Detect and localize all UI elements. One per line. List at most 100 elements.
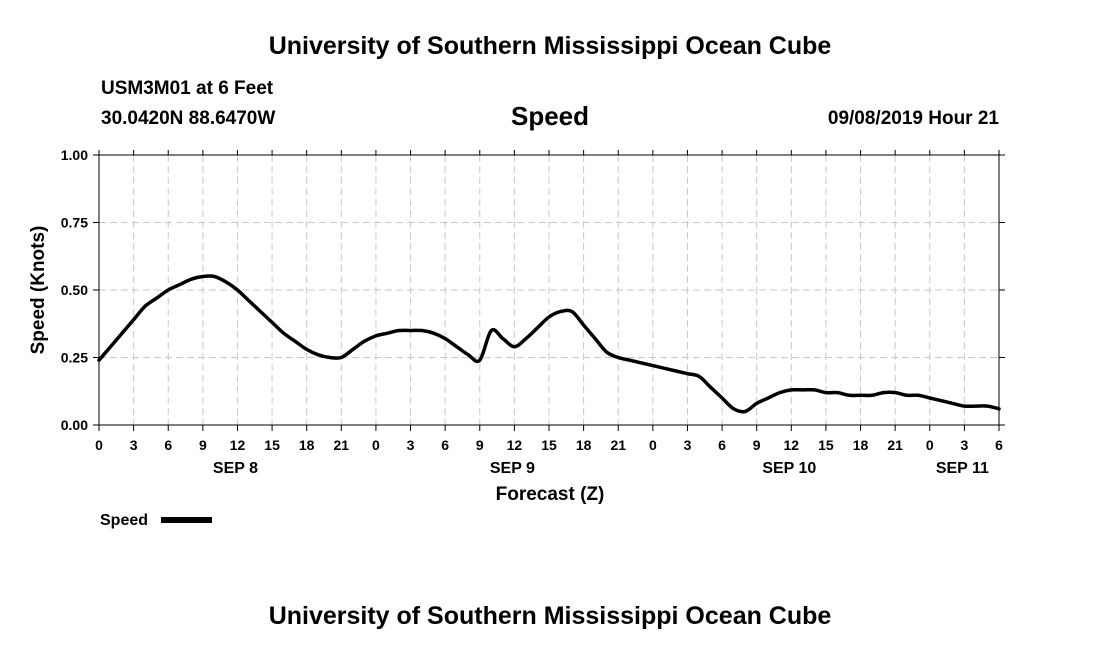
speed-data-point bbox=[871, 394, 873, 396]
speed-data-point bbox=[409, 329, 412, 332]
speed-data-point bbox=[259, 311, 262, 313]
speed-data-point bbox=[375, 335, 377, 337]
speed-data-point bbox=[859, 394, 862, 396]
speed-data-point bbox=[444, 338, 446, 340]
speed-data-point bbox=[963, 405, 965, 407]
speed-data-point bbox=[363, 340, 365, 342]
speed-data-point bbox=[744, 410, 746, 413]
speed-data-point bbox=[271, 321, 273, 323]
y-tick-label: 0.75 bbox=[61, 215, 88, 231]
x-tick-label: 3 bbox=[960, 437, 968, 453]
x-axis-label: Forecast (Z) bbox=[496, 484, 605, 505]
speed-data-point bbox=[848, 394, 850, 396]
speed-data-point bbox=[802, 389, 804, 391]
speed-data-point bbox=[721, 397, 723, 399]
speed-data-point bbox=[583, 324, 585, 326]
speed-data-point bbox=[767, 397, 769, 399]
x-date-label: SEP 8 bbox=[213, 460, 258, 477]
speed-data-point bbox=[998, 408, 1000, 410]
speed-data-point bbox=[975, 405, 977, 407]
x-tick-label: 15 bbox=[264, 437, 280, 453]
x-tick-label: 15 bbox=[818, 437, 834, 453]
speed-data-point bbox=[571, 311, 573, 313]
x-tick-label: 12 bbox=[230, 437, 246, 453]
x-tick-label: 12 bbox=[784, 437, 800, 453]
speed-data-point bbox=[167, 289, 169, 291]
x-tick-label: 6 bbox=[164, 437, 172, 453]
x-tick-label: 18 bbox=[853, 437, 869, 453]
speed-data-point bbox=[121, 332, 123, 334]
speed-data-point bbox=[929, 397, 931, 399]
x-tick-label: 12 bbox=[507, 437, 523, 453]
speed-data-point bbox=[606, 351, 608, 353]
speed-data-point bbox=[144, 305, 146, 307]
speed-data-point bbox=[952, 402, 954, 404]
speed-data-point bbox=[790, 389, 792, 391]
x-tick-label: 9 bbox=[476, 437, 484, 453]
speed-data-point bbox=[686, 373, 689, 375]
speed-data-point bbox=[640, 362, 642, 364]
x-tick-label: 18 bbox=[576, 437, 592, 453]
speed-data-point bbox=[133, 319, 135, 321]
speed-data-point bbox=[225, 281, 227, 283]
y-tick-label: 0.25 bbox=[61, 350, 88, 366]
x-axis: 0 3 6 9 12 15 18 21 0 3 6 9 12 15 18 21 0 3 6 9 12 15 18 21 0 3 6S… bbox=[95, 150, 1003, 477]
x-tick-label: 21 bbox=[887, 437, 903, 453]
speed-data-point bbox=[179, 284, 181, 286]
speed-data-point bbox=[213, 275, 215, 278]
y-tick-label: 1.00 bbox=[61, 147, 88, 163]
speed-data-point bbox=[490, 329, 492, 332]
x-tick-label: 6 bbox=[995, 437, 1003, 453]
speed-data-point bbox=[340, 356, 342, 359]
speed-data-point bbox=[836, 392, 839, 394]
y-tick-label: 0.50 bbox=[61, 282, 88, 298]
speed-data-point bbox=[906, 394, 908, 396]
speed-data-point bbox=[294, 340, 296, 342]
x-tick-label: 3 bbox=[684, 437, 692, 453]
x-tick-label: 3 bbox=[130, 437, 138, 453]
speed-data-point bbox=[548, 316, 550, 318]
x-tick-label: 9 bbox=[199, 437, 207, 453]
y-axis: 0.00 0.25 0.50 0.75 1.00 bbox=[61, 147, 1005, 433]
speed-data-point bbox=[156, 297, 158, 299]
x-tick-label: 9 bbox=[753, 437, 761, 453]
speed-data-point bbox=[433, 332, 435, 334]
speed-data-point bbox=[663, 367, 665, 369]
speed-data-point bbox=[709, 386, 712, 388]
speed-data-point bbox=[813, 389, 815, 391]
speed-data-point bbox=[536, 327, 539, 329]
x-tick-label: 6 bbox=[718, 437, 726, 453]
speed-data-point bbox=[825, 392, 827, 394]
speed-data-point bbox=[109, 346, 112, 348]
speed-data-point bbox=[629, 359, 631, 361]
speed-data-point bbox=[202, 275, 204, 278]
speed-data-point bbox=[675, 370, 677, 372]
speed-data-point bbox=[467, 354, 469, 356]
legend-label: Speed bbox=[100, 512, 148, 529]
speed-data-point bbox=[513, 346, 515, 348]
speed-data-point bbox=[779, 392, 781, 394]
speed-data-point bbox=[386, 332, 389, 334]
speed-data-point bbox=[917, 394, 919, 396]
y-tick-label: 0.00 bbox=[61, 417, 88, 433]
x-tick-label: 0 bbox=[926, 437, 934, 453]
speed-data-point bbox=[986, 405, 989, 407]
speed-data-point bbox=[317, 354, 319, 356]
speed-data-point bbox=[352, 348, 354, 350]
station-label: USM3M01 at 6 Feet bbox=[101, 78, 274, 99]
speed-data-point bbox=[479, 359, 481, 361]
y-axis-label: Speed (Knots) bbox=[28, 226, 49, 355]
speed-data-point bbox=[248, 300, 250, 302]
x-tick-label: 18 bbox=[299, 437, 315, 453]
speed-data-point bbox=[652, 365, 654, 367]
speed-data-point bbox=[398, 329, 400, 332]
speed-data-point bbox=[594, 338, 596, 340]
speed-data-point bbox=[329, 356, 331, 359]
speed-data-point bbox=[698, 375, 700, 377]
x-tick-label: 0 bbox=[95, 437, 103, 453]
x-tick-label: 0 bbox=[649, 437, 657, 453]
speed-data-point bbox=[883, 392, 885, 394]
x-tick-label: 0 bbox=[372, 437, 380, 453]
chart-title: University of Southern Mississippi Ocean… bbox=[269, 32, 832, 60]
